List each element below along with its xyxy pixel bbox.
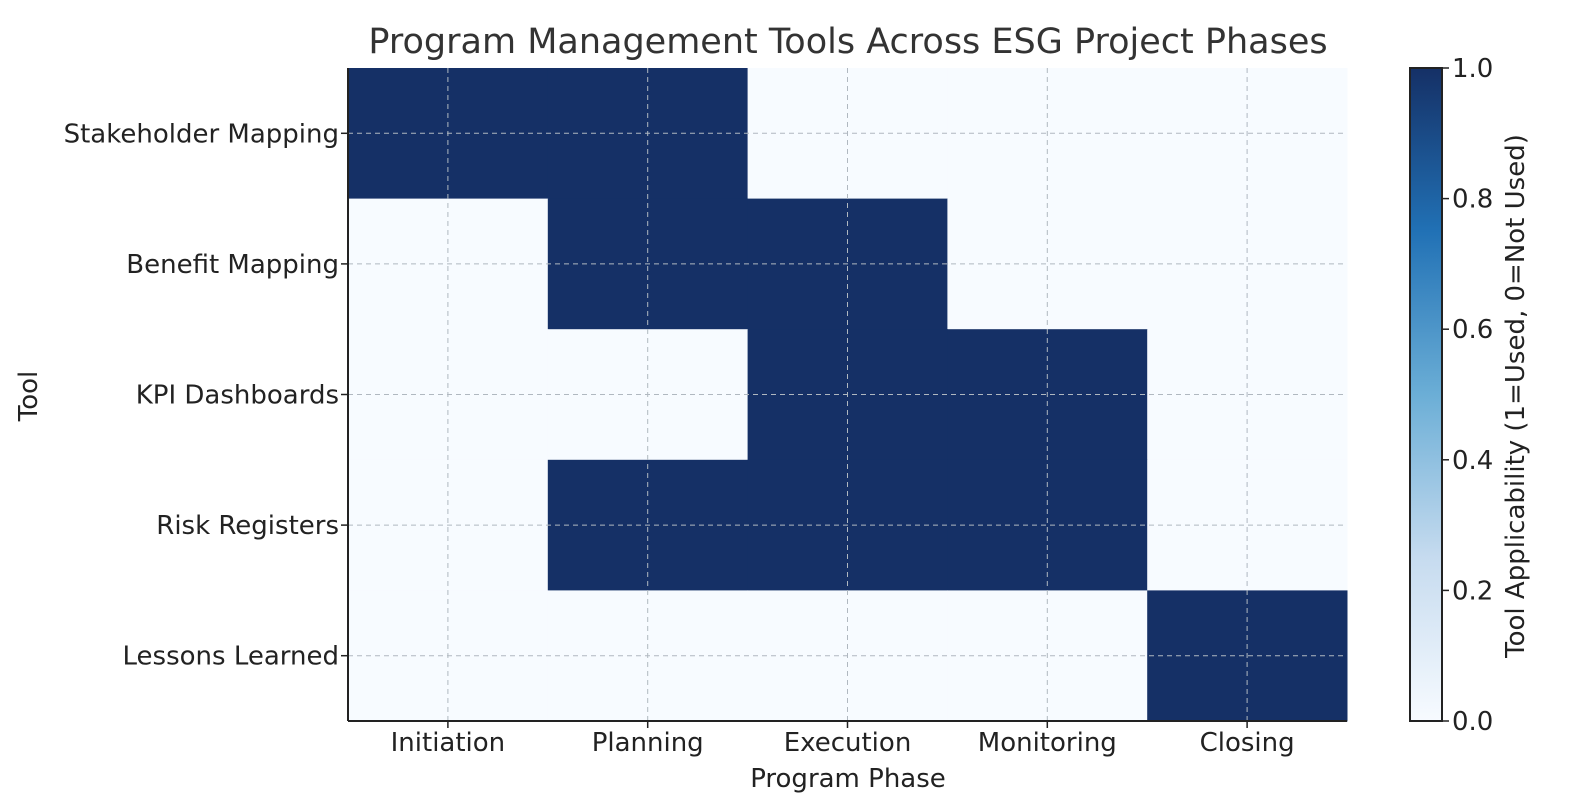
colorbar-tick-label: 0.8	[1452, 185, 1493, 215]
y-axis-ticks: Stakeholder Mapping Benefit Mapping KPI Da…	[64, 119, 348, 672]
y-tick-label: Benefit Mapping	[126, 250, 339, 280]
y-tick-label: Risk Registers	[156, 511, 339, 541]
colorbar-tick-label: 0.6	[1452, 315, 1493, 345]
gridlines	[348, 68, 1347, 721]
colorbar-tick-label: 1.0	[1452, 54, 1493, 84]
colorbar-tick-label: 0.0	[1452, 707, 1493, 737]
x-tick-label: Closing	[1200, 728, 1295, 758]
colorbar: 0.0 0.2 0.4 0.6 0.8 1.0	[1409, 54, 1493, 737]
x-tick-label: Execution	[784, 728, 912, 758]
y-tick-label: Stakeholder Mapping	[64, 119, 339, 149]
y-tick-label: KPI Dashboards	[136, 381, 339, 411]
x-tick-label: Monitoring	[978, 728, 1117, 758]
x-tick-label: Initiation	[391, 728, 506, 758]
x-axis-ticks: Initiation Planning Execution Monitoring Clo…	[391, 721, 1295, 758]
y-axis-label: Tool	[14, 371, 44, 423]
colorbar-tick-label: 0.2	[1452, 576, 1493, 606]
colorbar-tick-label: 0.4	[1452, 446, 1493, 476]
x-axis-label: Program Phase	[750, 764, 946, 794]
y-tick-label: Lessons Learned	[123, 642, 339, 672]
colorbar-gradient	[1409, 67, 1443, 722]
x-tick-label: Planning	[592, 728, 704, 758]
colorbar-label: Tool Applicability (1=Used, 0=Not Used)	[1501, 134, 1531, 659]
chart-title: Program Management Tools Across ESG Proj…	[368, 22, 1327, 62]
